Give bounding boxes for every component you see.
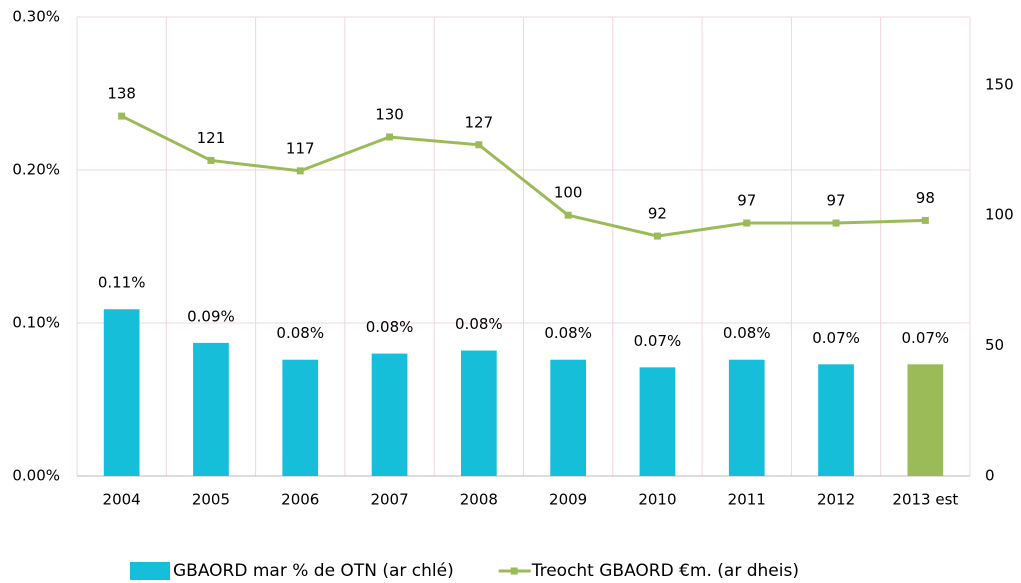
x-tick-label: 2005 <box>192 491 230 509</box>
line-value-label: 98 <box>916 189 935 207</box>
x-tick-label: 2011 <box>728 491 766 509</box>
line-value-label: 92 <box>648 205 667 223</box>
bar-value-label: 0.11% <box>98 274 146 292</box>
line-value-label: 97 <box>737 192 756 210</box>
x-tick-label: 2004 <box>103 491 141 509</box>
bar-value-label: 0.07% <box>902 329 950 347</box>
line-marker <box>207 156 215 164</box>
line-marker <box>296 167 304 175</box>
bar-value-label: 0.07% <box>634 332 682 350</box>
line-marker <box>653 232 661 240</box>
line-marker <box>564 211 572 219</box>
line-marker <box>832 219 840 227</box>
bar <box>193 342 229 476</box>
legend-swatch <box>130 562 170 580</box>
bar <box>550 359 587 476</box>
bar-value-label: 0.08% <box>544 324 592 342</box>
y-tick-label: 0.10% <box>12 314 60 332</box>
bar <box>818 364 854 476</box>
legend-label: GBAORD mar % de OTN (ar chlé) <box>173 561 454 581</box>
y-tick-label: 0.00% <box>12 467 60 485</box>
bar-value-label: 0.08% <box>723 324 771 342</box>
bar <box>282 359 319 476</box>
line-marker <box>921 216 929 224</box>
line-marker <box>386 133 394 141</box>
y-tick-label: 0.30% <box>12 8 60 26</box>
bar-value-label: 0.07% <box>812 329 860 347</box>
y2-tick-label: 50 <box>985 336 1004 354</box>
line-value-label: 127 <box>465 113 494 131</box>
line-series <box>120 114 926 238</box>
x-tick-label: 2010 <box>638 491 676 509</box>
y2-tick-label: 0 <box>985 467 995 485</box>
bar <box>103 309 140 476</box>
line-value-label: 97 <box>827 192 846 210</box>
legend-label: Treocht GBAORD €m. (ar dheis) <box>531 561 799 581</box>
x-tick-label: 2013 est <box>892 491 958 509</box>
bar-value-label: 0.09% <box>187 307 235 325</box>
bar-value-label: 0.08% <box>276 324 324 342</box>
x-tick-label: 2009 <box>549 491 587 509</box>
x-tick-label: 2008 <box>460 491 498 509</box>
bar <box>371 353 408 476</box>
y2-tick-label: 100 <box>985 206 1014 224</box>
y2-tick-label: 150 <box>985 75 1014 93</box>
x-tick-label: 2007 <box>370 491 408 509</box>
legend-swatch <box>510 567 518 575</box>
line-value-label: 138 <box>107 85 136 103</box>
x-tick-label: 2006 <box>281 491 319 509</box>
bar-value-label: 0.08% <box>455 315 503 333</box>
y-tick-label: 0.20% <box>12 161 60 179</box>
line-value-label: 100 <box>554 184 583 202</box>
line-marker <box>118 112 126 120</box>
x-tick-label: 2012 <box>817 491 855 509</box>
line-value-label: 121 <box>197 129 226 147</box>
bar <box>460 350 497 476</box>
line-value-label: 117 <box>286 139 315 157</box>
bar <box>639 367 676 476</box>
bar <box>907 364 944 476</box>
line-value-label: 130 <box>375 105 404 123</box>
bar <box>728 359 765 476</box>
line-marker <box>475 141 483 149</box>
line-marker <box>743 219 751 227</box>
bar-value-label: 0.08% <box>366 318 414 336</box>
